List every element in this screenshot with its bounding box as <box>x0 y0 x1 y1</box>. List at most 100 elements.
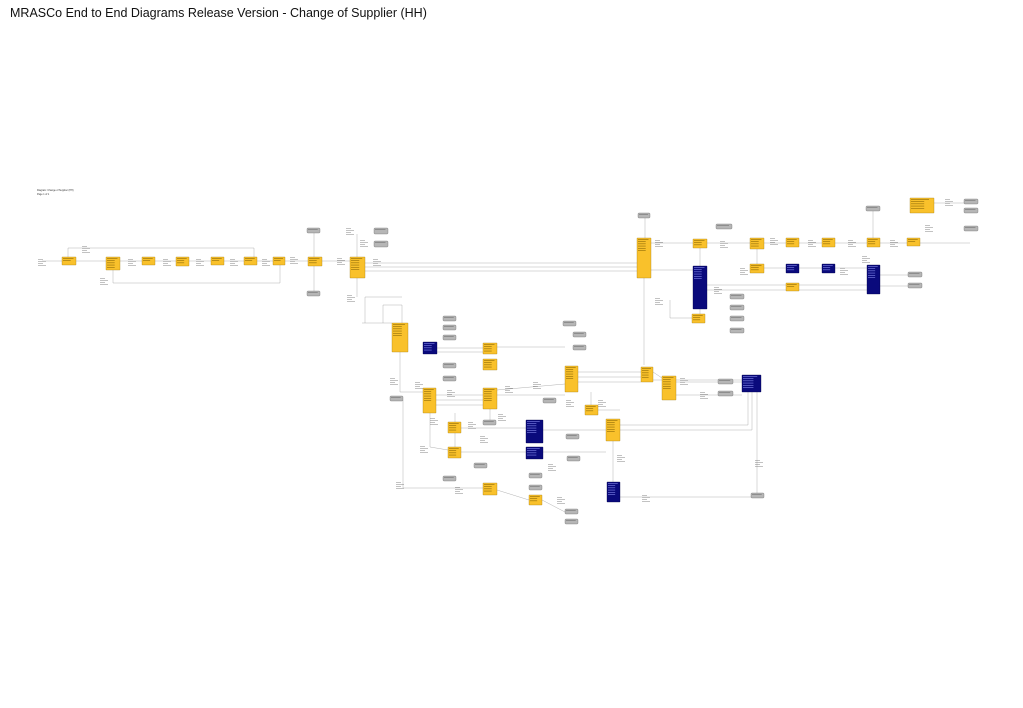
diagram-legend-line-2: Page 1 of 1 <box>37 193 50 196</box>
box-text-line <box>751 241 759 242</box>
box-text-line <box>693 315 703 316</box>
box-text-line <box>868 272 876 274</box>
box-text-line <box>309 262 317 264</box>
box-text-line <box>607 431 615 432</box>
box-text-line <box>393 335 402 336</box>
box-text-line <box>608 487 616 489</box>
box-text-line <box>484 389 495 390</box>
data-flow-box <box>717 378 734 385</box>
box-text-line <box>743 378 754 379</box>
process-box <box>785 237 800 248</box>
system-box <box>692 265 708 310</box>
process-box <box>141 256 156 266</box>
box-text-line <box>424 343 435 344</box>
data-flow-box <box>907 271 923 278</box>
data-flow-box <box>373 240 389 248</box>
box-text-line <box>245 258 255 259</box>
box-text-line <box>787 241 795 242</box>
page-title: MRASCo End to End Diagrams Release Versi… <box>10 6 427 20</box>
process-box <box>391 322 409 353</box>
box-text-line <box>484 395 492 397</box>
process-box <box>105 256 121 271</box>
box-text-line <box>965 209 976 210</box>
box-text-line <box>484 490 492 492</box>
box-text-line <box>694 278 702 279</box>
box-text-line <box>274 258 283 259</box>
box-text-line <box>309 260 317 261</box>
box-text-line <box>693 317 701 318</box>
box-text-line <box>868 270 876 272</box>
box-text-line <box>586 408 594 409</box>
box-text-line <box>566 367 576 368</box>
data-flow-box <box>482 419 497 426</box>
process-box <box>821 237 836 248</box>
box-text-line <box>351 264 360 266</box>
box-text-line <box>638 239 649 240</box>
box-text-line <box>527 430 537 431</box>
box-text-line <box>484 364 492 366</box>
box-text-line <box>393 328 402 330</box>
box-text-line <box>475 464 485 465</box>
box-text-line <box>424 393 432 395</box>
connector-lines <box>42 202 970 513</box>
box-text-line <box>909 273 920 274</box>
box-text-line <box>449 450 457 451</box>
box-text-line <box>107 264 115 266</box>
box-text-line <box>663 381 671 383</box>
data-flow-box <box>963 225 979 232</box>
data-flow-box <box>373 227 389 235</box>
process-box <box>61 256 77 266</box>
box-text-line <box>743 387 754 388</box>
connector-line <box>496 489 530 501</box>
process-box <box>175 256 190 267</box>
process-box <box>272 256 286 266</box>
box-text-line <box>484 393 492 395</box>
box-text-line <box>638 241 646 242</box>
diagram-annotations <box>38 199 953 504</box>
box-text-line <box>608 483 618 484</box>
box-text-line <box>719 392 731 393</box>
box-text-line <box>444 477 454 478</box>
box-text-line <box>663 377 674 378</box>
box-text-line <box>351 260 360 261</box>
box-text-line <box>911 208 925 209</box>
box-text-line <box>484 344 495 345</box>
box-text-line <box>638 245 646 247</box>
box-text-line <box>823 241 831 242</box>
box-text-line <box>424 349 432 351</box>
box-text-line <box>586 406 596 407</box>
box-text-line <box>566 378 574 379</box>
box-text-line <box>586 410 594 412</box>
box-text-line <box>375 229 386 230</box>
box-text-line <box>607 422 615 423</box>
data-flow-box <box>473 462 488 469</box>
box-text-line <box>274 260 281 261</box>
box-text-line <box>607 424 615 426</box>
box-text-line <box>868 241 876 242</box>
box-text-line <box>375 242 386 243</box>
box-text-line <box>527 421 540 422</box>
box-text-line <box>527 425 537 427</box>
data-flow-box <box>442 375 457 382</box>
box-text-line <box>868 266 878 267</box>
data-flow-box <box>442 362 457 369</box>
box-text-line <box>566 373 574 375</box>
box-text-line <box>527 450 537 451</box>
box-text-line <box>743 380 754 382</box>
box-text-line <box>567 435 577 436</box>
box-text-line <box>642 374 649 376</box>
box-text-line <box>911 205 925 207</box>
data-flow-box <box>442 475 457 482</box>
box-text-line <box>787 267 795 268</box>
box-text-line <box>731 317 742 318</box>
box-text-line <box>642 370 649 371</box>
box-text-line <box>527 452 537 454</box>
process-box <box>564 365 579 393</box>
box-text-line <box>908 241 916 242</box>
box-text-line <box>177 262 185 264</box>
box-text-line <box>566 510 576 511</box>
data-flow-box <box>442 334 457 341</box>
box-text-line <box>484 362 492 363</box>
box-text-line <box>544 399 554 400</box>
box-text-line <box>449 452 457 454</box>
